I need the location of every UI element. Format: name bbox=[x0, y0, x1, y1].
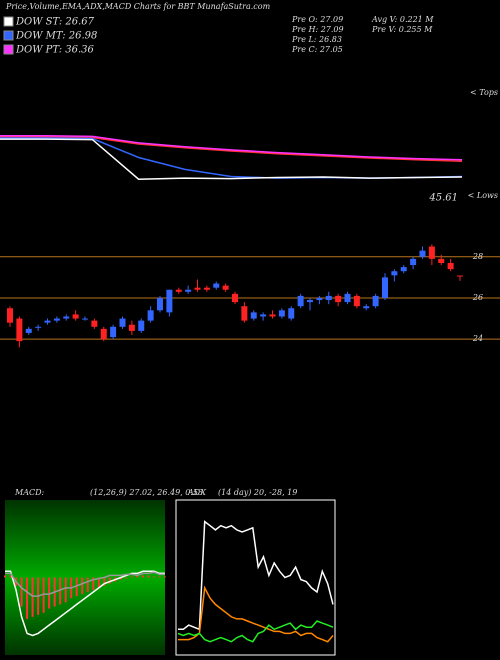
candle-body bbox=[166, 289, 173, 313]
page-title: Price,Volume,EMA,ADX,MACD Charts for BBT… bbox=[5, 2, 271, 11]
candle-body bbox=[175, 289, 182, 292]
candle-body bbox=[457, 275, 463, 277]
legend-label: DOW PT: 36.36 bbox=[15, 45, 95, 56]
candle-body bbox=[232, 293, 238, 303]
candle-body bbox=[241, 306, 248, 321]
y-tick-label: 26 bbox=[472, 293, 483, 302]
candle-body bbox=[325, 295, 332, 301]
legend-swatch bbox=[3, 44, 14, 55]
candle-body bbox=[438, 258, 445, 263]
candle-body bbox=[16, 318, 23, 342]
candle-body bbox=[110, 326, 117, 338]
candle-body bbox=[400, 267, 407, 272]
corner-label: < Lows bbox=[468, 191, 498, 200]
candle-body bbox=[119, 318, 126, 327]
candle-body bbox=[428, 246, 435, 259]
series-line bbox=[5, 571, 165, 597]
series-line bbox=[177, 620, 334, 643]
candle-body bbox=[35, 326, 42, 328]
candle-body bbox=[278, 310, 285, 317]
candle-body bbox=[363, 306, 370, 309]
candle-body bbox=[222, 285, 229, 290]
candle-body bbox=[391, 271, 398, 276]
candle-body bbox=[297, 295, 304, 307]
stat: Pre H: 27.09 bbox=[291, 25, 344, 34]
candle-body bbox=[147, 310, 154, 321]
series-line bbox=[5, 570, 165, 637]
macd-panel bbox=[5, 500, 165, 655]
legend-label: DOW ST: 26.67 bbox=[15, 17, 95, 28]
candle-body bbox=[63, 316, 70, 319]
candle-body bbox=[213, 283, 220, 288]
candle-body bbox=[410, 258, 417, 266]
series-line bbox=[0, 135, 463, 161]
series-line bbox=[178, 520, 334, 631]
candle-body bbox=[138, 320, 145, 331]
panel-title: MACD: bbox=[14, 488, 45, 497]
series-line bbox=[0, 136, 463, 163]
candle-body bbox=[269, 314, 276, 317]
candle-body bbox=[91, 320, 98, 327]
candle-body bbox=[203, 287, 210, 290]
candle-body bbox=[344, 293, 351, 303]
candle-body bbox=[157, 297, 163, 311]
legend-label: DOW MT: 26.98 bbox=[15, 31, 97, 42]
candle-body bbox=[82, 318, 88, 320]
candle-body bbox=[25, 328, 32, 333]
panel-title: ADX bbox=[187, 488, 206, 497]
candle-body bbox=[185, 289, 192, 292]
panel-subtitle: (14 day) 20, -28, 19 bbox=[218, 488, 297, 497]
candle-body bbox=[7, 308, 13, 323]
candle-body bbox=[72, 314, 79, 319]
candle-body bbox=[335, 295, 342, 303]
legend-swatch bbox=[3, 16, 14, 27]
candle-body bbox=[194, 287, 201, 290]
candle-body bbox=[260, 314, 267, 317]
annotation: 45.61 bbox=[428, 193, 458, 204]
candle-body bbox=[53, 318, 60, 321]
candle-body bbox=[307, 300, 313, 303]
candle-body bbox=[288, 308, 295, 319]
series-line bbox=[0, 138, 463, 180]
candle-body bbox=[419, 250, 426, 257]
candle-body bbox=[316, 297, 323, 301]
y-tick-label: 28 bbox=[472, 252, 483, 261]
legend-swatch bbox=[3, 30, 14, 41]
stat: Pre O: 27.09 bbox=[291, 15, 343, 24]
candle-body bbox=[44, 320, 51, 323]
stat: Avg V: 0.221 M bbox=[371, 15, 434, 24]
series-line bbox=[178, 585, 334, 643]
y-tick-label: 24 bbox=[472, 334, 483, 343]
candle-body bbox=[100, 328, 107, 340]
candle-body bbox=[128, 324, 135, 331]
stat: Pre C: 27.05 bbox=[291, 45, 343, 54]
candle-body bbox=[372, 295, 379, 307]
stat: Pre V: 0.255 M bbox=[371, 25, 433, 34]
candle-body bbox=[447, 262, 454, 270]
panel-subtitle: (12,26,9) 27.02, 26.49, 0.53 bbox=[90, 488, 203, 497]
candle-body bbox=[382, 277, 388, 298]
candle-body bbox=[353, 295, 360, 307]
stat: Pre L: 26.83 bbox=[291, 35, 342, 44]
candle-body bbox=[250, 312, 257, 319]
corner-label: < Tops bbox=[470, 88, 498, 97]
